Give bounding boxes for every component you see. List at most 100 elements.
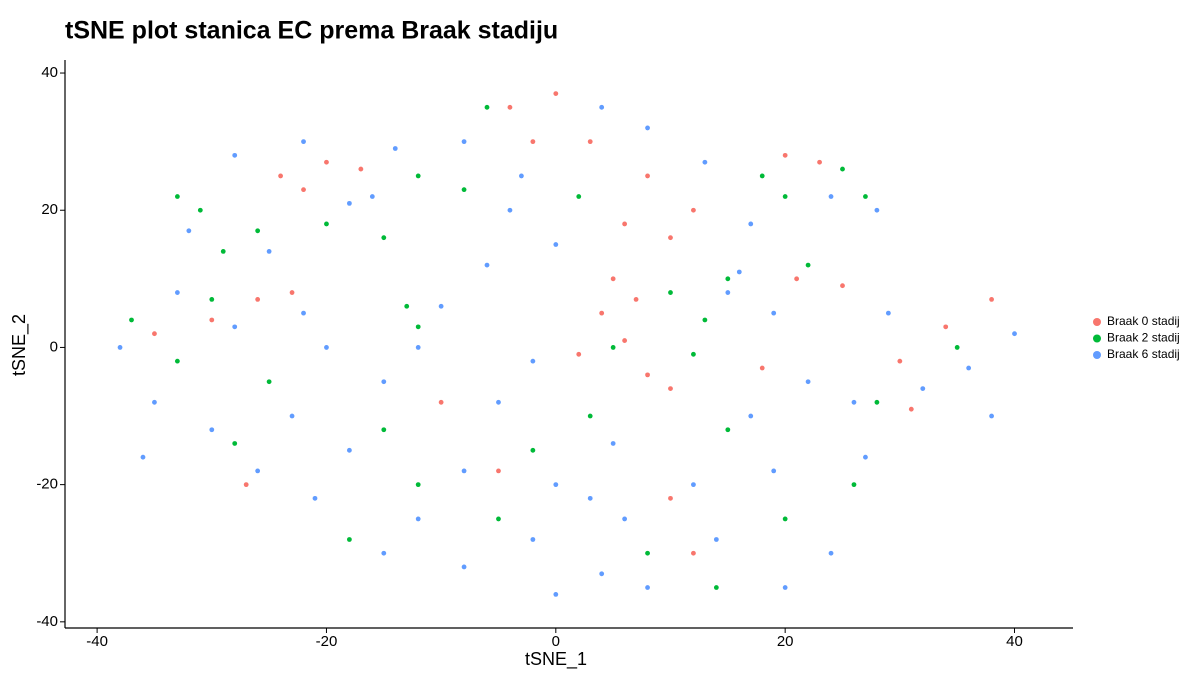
point	[645, 372, 650, 378]
x-tick-label: 0	[552, 633, 560, 650]
point	[610, 441, 616, 446]
y-tick-label: 0	[50, 338, 58, 355]
point	[358, 166, 364, 172]
point	[782, 585, 788, 590]
point	[828, 550, 834, 556]
point	[576, 194, 582, 199]
point	[220, 248, 226, 254]
legend-swatch	[1093, 334, 1101, 343]
point	[301, 187, 306, 193]
point	[576, 351, 582, 357]
point	[691, 482, 696, 488]
point	[266, 248, 272, 254]
point	[633, 297, 639, 302]
point	[255, 297, 261, 302]
point	[645, 585, 650, 590]
point	[851, 482, 857, 488]
point	[691, 351, 696, 357]
point	[232, 324, 238, 330]
point	[209, 317, 215, 323]
point	[782, 194, 788, 199]
point	[599, 571, 605, 577]
point	[840, 166, 845, 172]
y-tick-label: -40	[36, 613, 58, 630]
point	[587, 495, 593, 501]
point	[312, 495, 318, 501]
point	[702, 317, 708, 323]
point	[817, 159, 822, 165]
point	[415, 345, 421, 350]
point	[610, 345, 616, 350]
point	[461, 564, 467, 570]
point	[645, 550, 650, 556]
point	[702, 159, 708, 165]
point	[209, 297, 215, 302]
legend-swatch	[1093, 351, 1101, 359]
point	[759, 173, 765, 179]
point	[645, 125, 650, 131]
point	[301, 139, 306, 145]
point	[989, 297, 994, 302]
point	[519, 173, 524, 179]
point	[530, 447, 536, 453]
point	[174, 358, 180, 364]
point	[863, 194, 868, 199]
point	[381, 427, 387, 433]
legend-label: Braak 0 stadij	[1107, 314, 1180, 328]
point	[461, 468, 467, 474]
point	[381, 550, 387, 556]
point	[691, 550, 696, 556]
point	[174, 194, 180, 199]
point	[324, 221, 329, 227]
point	[599, 310, 605, 316]
point	[587, 413, 593, 419]
point	[415, 324, 421, 330]
point	[622, 221, 628, 227]
point	[152, 399, 157, 405]
point	[129, 317, 134, 323]
point	[725, 427, 731, 433]
point	[461, 187, 467, 193]
point	[404, 303, 410, 309]
point	[152, 331, 157, 337]
point	[243, 482, 249, 488]
point	[381, 379, 387, 385]
point	[736, 269, 742, 275]
point	[885, 310, 891, 316]
x-tick-label: 40	[1006, 633, 1023, 650]
point	[369, 194, 375, 199]
point	[507, 104, 513, 110]
point	[197, 207, 203, 213]
point	[794, 276, 800, 282]
point	[943, 324, 949, 330]
point	[289, 413, 295, 419]
point	[117, 345, 123, 350]
point	[301, 310, 306, 316]
y-tick-label: 20	[41, 201, 58, 218]
point	[725, 290, 731, 295]
point	[553, 91, 559, 97]
point	[805, 379, 811, 385]
point	[759, 365, 765, 371]
legend-label: Braak 6 stadij	[1107, 347, 1180, 361]
point	[392, 146, 398, 151]
point	[748, 221, 754, 227]
point	[415, 516, 421, 522]
chart-title: tSNE plot stanica EC prema Braak stadiju	[65, 17, 558, 45]
x-tick-label: -40	[86, 633, 108, 650]
point	[496, 399, 501, 405]
y-tick-label: 40	[41, 64, 58, 81]
point	[484, 262, 490, 268]
point	[622, 338, 628, 343]
point	[610, 276, 616, 282]
point	[645, 173, 650, 179]
point	[851, 399, 857, 405]
point	[461, 139, 467, 145]
point	[507, 207, 513, 213]
point	[174, 290, 180, 295]
point	[920, 386, 926, 391]
point	[438, 399, 444, 405]
point	[530, 358, 536, 364]
point	[496, 468, 501, 474]
x-tick-label: 20	[777, 633, 794, 650]
